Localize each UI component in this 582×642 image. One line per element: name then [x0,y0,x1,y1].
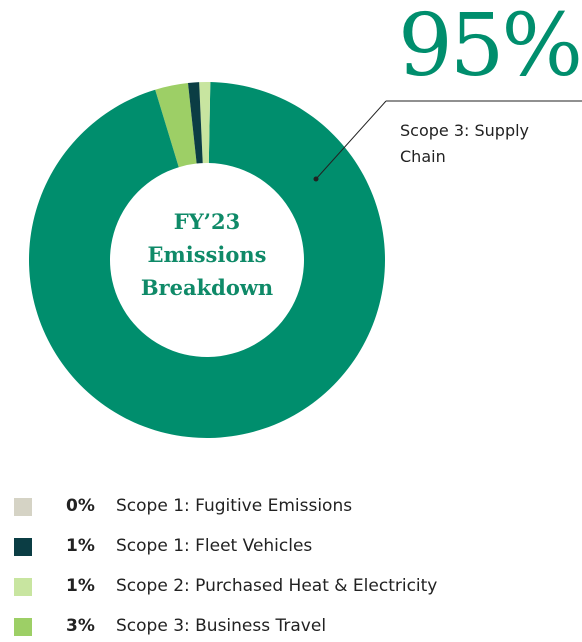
legend-value: 3% [66,616,95,636]
legend-label: Scope 3: Business Travel [116,616,327,636]
donut-segment [155,83,197,168]
legend-value: 1% [66,536,95,556]
center-label: FY’23 Emissions Breakdown [140,209,274,300]
donut-segment [199,82,211,164]
donut-segment [29,82,385,438]
legend-label: Scope 1: Fugitive Emissions [116,496,353,516]
legend-swatch [14,578,32,596]
legend-value: 0% [66,496,95,516]
legend-swatch [14,618,32,636]
donut-segment [187,82,203,164]
legend-swatch [14,498,32,516]
callout-line [315,100,387,180]
callout-value: 95% [398,0,582,96]
callout-label: Scope 3: Supply Chain [400,121,530,166]
callout-dot [313,176,319,182]
legend-swatch [14,538,32,556]
legend-value: 1% [66,576,95,596]
legend-label: Scope 1: Fleet Vehicles [116,536,313,556]
legend-label: Scope 2: Purchased Heat & Electricity [116,576,438,596]
